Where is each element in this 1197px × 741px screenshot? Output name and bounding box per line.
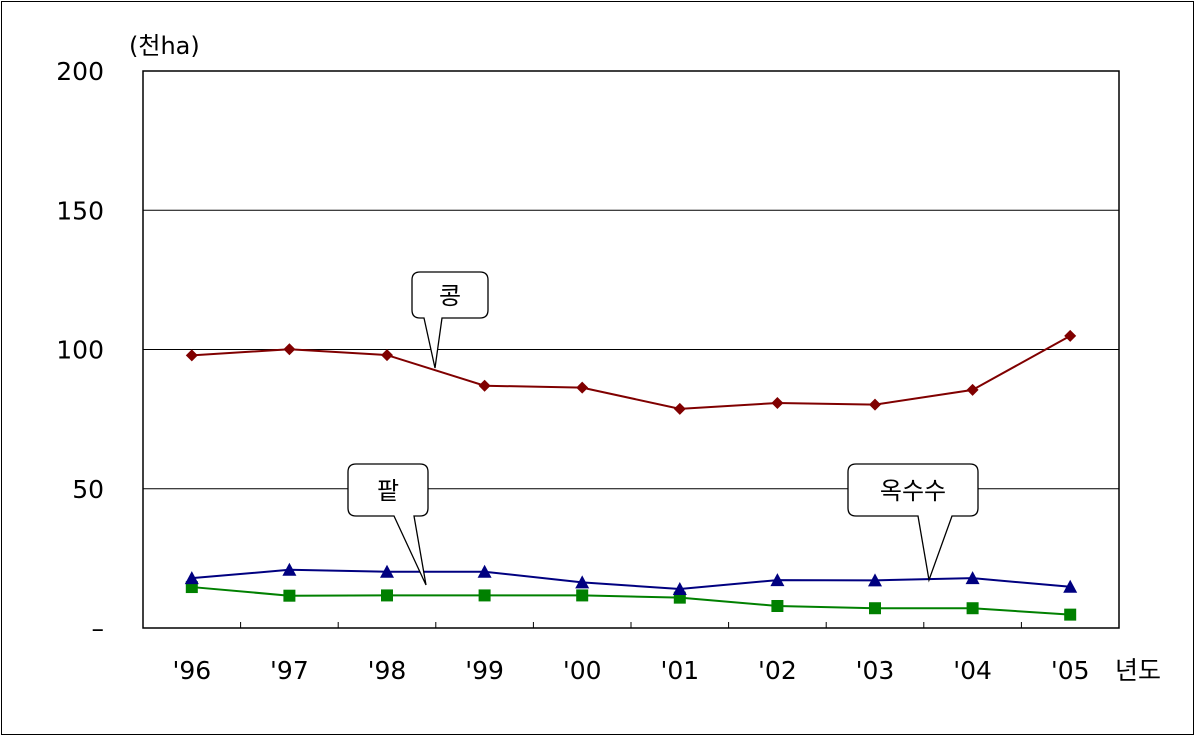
x-tick-label: '04: [953, 656, 992, 685]
x-axis-label: 년도: [1115, 656, 1161, 685]
series-line: [191, 586, 1071, 616]
data-point: [478, 589, 491, 602]
data-point: [1064, 329, 1077, 342]
x-tick-label: '03: [856, 656, 895, 685]
data-point: [672, 582, 687, 596]
data-point: [965, 571, 980, 585]
data-point: [184, 571, 199, 585]
data-point: [477, 564, 492, 578]
y-tick-label: 150: [56, 196, 104, 225]
data-point: [576, 381, 589, 394]
data-point: [771, 599, 784, 612]
y-tick-labels: 200 150 100 50 –: [56, 57, 104, 643]
y-tick-label: 200: [56, 57, 104, 86]
series-group: [184, 329, 1078, 621]
data-point: [771, 396, 784, 409]
data-point: [185, 349, 198, 362]
x-tick-label: '97: [270, 656, 309, 685]
data-point: [966, 383, 979, 396]
x-tick-label: '01: [660, 656, 699, 685]
y-tick-label: –: [92, 614, 105, 643]
data-point: [966, 602, 979, 615]
callout-box: [847, 463, 979, 583]
unit-label: (천ha): [129, 32, 200, 60]
data-point: [282, 562, 297, 576]
callouts: 콩팥 옥수수: [347, 271, 979, 586]
data-point: [283, 343, 296, 356]
series-callout-label: 팥: [377, 477, 399, 505]
data-point: [869, 602, 881, 615]
data-point: [869, 398, 881, 411]
series-callout-label: 콩: [439, 282, 461, 310]
y-tick-label: 50: [72, 475, 104, 504]
x-tick-label: '98: [368, 656, 407, 685]
data-point: [283, 589, 296, 602]
callout-box: [347, 463, 429, 586]
x-tick-labels: '96 '97 '98 '99 '00 '01 '02 '03 '04 '05: [172, 622, 1090, 685]
y-tick-label: 100: [56, 336, 104, 365]
series-line: [191, 334, 1071, 410]
data-point: [381, 349, 393, 362]
x-tick-label: '02: [758, 656, 797, 685]
callout-box: [411, 271, 489, 369]
data-point: [770, 573, 785, 587]
series-callout-label: 옥수수: [880, 477, 946, 505]
x-tick-label: '05: [1051, 656, 1090, 685]
plot-area: [142, 70, 1120, 629]
data-point: [1064, 608, 1077, 621]
data-point: [1063, 579, 1078, 593]
x-tick-label: '00: [563, 656, 602, 685]
x-tick-label: '99: [465, 656, 504, 685]
series-line: [191, 568, 1071, 591]
data-point: [380, 564, 394, 578]
x-tick-label: '96: [172, 656, 211, 685]
data-point: [575, 575, 590, 589]
data-point: [868, 573, 882, 587]
data-point: [576, 589, 589, 602]
data-point: [478, 379, 491, 392]
data-point: [673, 402, 686, 415]
data-point: [381, 589, 393, 602]
